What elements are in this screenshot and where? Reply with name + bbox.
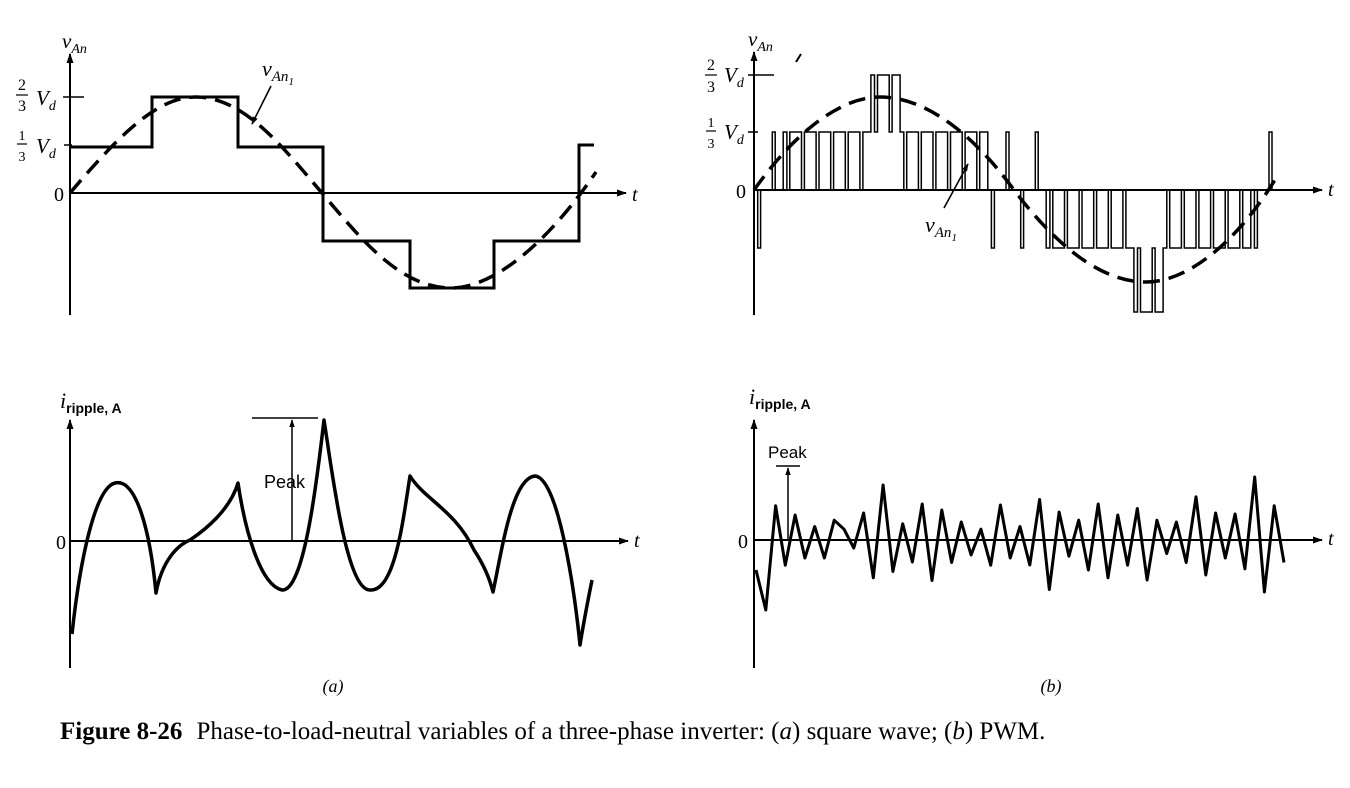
x-axis-label: t (1328, 528, 1334, 550)
panel-b-ripple: iripple, A 0 t Peak (738, 384, 1334, 668)
panel-a-label: (a) (323, 676, 344, 697)
zero-label: 0 (56, 532, 66, 554)
peak-label: Peak (768, 443, 807, 462)
tick-two-thirds-vd: Vd (36, 86, 57, 114)
x-axis-label: t (634, 530, 640, 552)
y-axis-label: vAn (62, 29, 87, 57)
print-speck (795, 53, 802, 63)
figure-number: Figure 8-26 (60, 718, 183, 745)
fundamental-label: vAn1 (262, 56, 294, 88)
tick-one-third-den: 3 (19, 150, 26, 165)
caption-text-3: ) PWM. (964, 718, 1046, 745)
tick-one-third-num: 1 (19, 129, 26, 144)
fundamental-voltage-waveform (68, 95, 598, 290)
fundamental-label-pointer (943, 163, 969, 209)
tick-one-third-den: 3 (708, 137, 715, 152)
peak-label: Peak (264, 472, 306, 492)
ripple-current-pwm (754, 475, 1286, 612)
panel-a-voltage: vAn 2 3 Vd 1 3 Vd 0 t vAn1 (16, 29, 638, 315)
tick-two-thirds-num: 2 (18, 77, 26, 94)
tick-two-thirds-num: 2 (707, 57, 715, 74)
figure-caption: Figure 8-26 Phase-to-load-neutral variabl… (60, 718, 1045, 746)
fundamental-voltage-waveform (752, 95, 1278, 284)
tick-one-third-vd: Vd (36, 134, 57, 162)
zero-label: 0 (54, 184, 64, 206)
panel-b-voltage: vAn 2 3 Vd 1 3 Vd 0 t vAn1 (705, 27, 1334, 315)
pwm-voltage-waveform (754, 74, 1280, 313)
tick-one-third-num: 1 (708, 116, 715, 131)
zero-label: 0 (736, 181, 746, 203)
panel-a-ripple: iripple, A 0 t Peak (56, 388, 640, 668)
tick-two-thirds-den: 3 (18, 98, 26, 115)
y-axis-label: iripple, A (749, 384, 811, 412)
caption-b: b (952, 718, 965, 745)
y-axis-label: iripple, A (60, 388, 122, 416)
x-axis-label: t (632, 184, 638, 206)
fundamental-label-pointer (251, 85, 272, 125)
caption-text-2: ) square wave; ( (792, 718, 953, 745)
tick-one-third-vd: Vd (724, 120, 745, 148)
tick-two-thirds-vd: Vd (724, 63, 745, 91)
panel-b-label: (b) (1041, 676, 1062, 697)
fundamental-label: vAn1 (925, 212, 957, 244)
zero-label: 0 (738, 531, 748, 553)
caption-text-1: Phase-to-load-neutral variables of a thr… (196, 718, 780, 745)
tick-two-thirds-den: 3 (707, 79, 715, 96)
y-axis-label: vAn (748, 27, 773, 55)
ripple-current-square-wave (70, 418, 594, 647)
caption-a: a (779, 718, 793, 745)
x-axis-label: t (1328, 179, 1334, 201)
